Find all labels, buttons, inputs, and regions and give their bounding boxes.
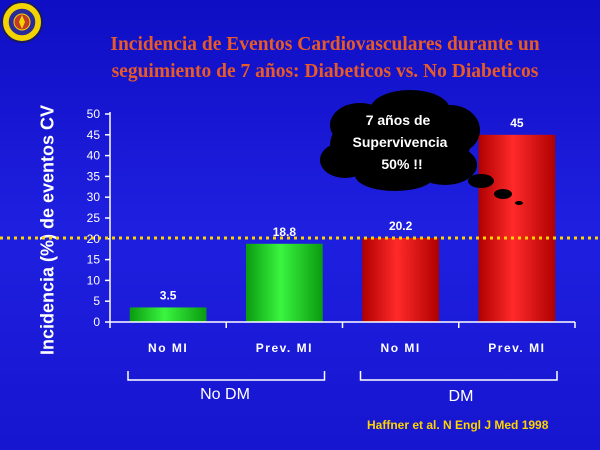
group-label-no-dm: No DM	[200, 386, 250, 403]
x-tick-label-2: Prev. MI	[256, 341, 313, 355]
y-tick-label-40: 40	[87, 149, 101, 163]
data-label-1: 3.5	[160, 288, 177, 302]
x-tick-label-3: No MI	[381, 341, 421, 355]
y-tick-label-10: 10	[87, 273, 101, 287]
bar-2	[246, 243, 323, 322]
x-tick-label-1: No MI	[148, 341, 188, 355]
y-tick-label-15: 15	[87, 253, 101, 267]
y-tick-label-50: 50	[87, 107, 101, 121]
group-bracket-2	[359, 371, 558, 381]
slide-title-line1: Incidencia de Eventos Cardiovasculares d…	[110, 34, 540, 55]
y-tick-label-45: 45	[87, 128, 101, 142]
group-label-dm: DM	[448, 388, 474, 405]
slide-title-line2: seguimiento de 7 años: Diabeticos vs. No…	[111, 61, 539, 82]
y-tick-label-35: 35	[87, 169, 101, 183]
data-label-2: 18.8	[273, 225, 297, 239]
university-seal-icon	[1, 1, 43, 43]
y-tick-label-5: 5	[93, 294, 100, 308]
source-citation: Haffner et al. N Engl J Med 1998	[367, 418, 549, 432]
bar-3	[362, 237, 439, 322]
bar-4	[478, 134, 556, 322]
data-label-3: 20.2	[389, 219, 413, 233]
y-tick-label-25: 25	[87, 211, 101, 225]
y-tick-label-0: 0	[93, 315, 100, 329]
bar-1	[129, 307, 207, 322]
x-tick-label-4: Prev. MI	[488, 341, 545, 355]
y-tick-label-30: 30	[87, 190, 101, 204]
data-label-4: 45	[510, 116, 524, 130]
group-bracket-1	[127, 371, 326, 381]
